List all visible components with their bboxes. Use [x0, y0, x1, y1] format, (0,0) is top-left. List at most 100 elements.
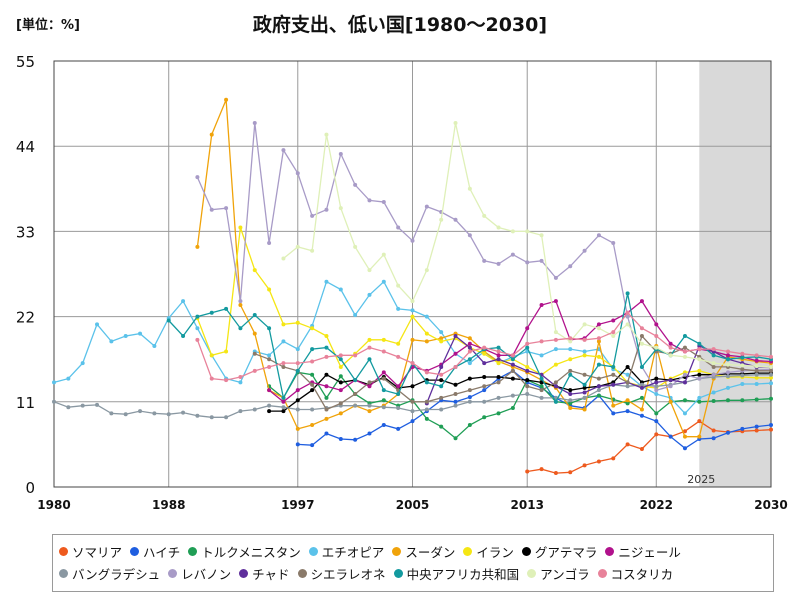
data-point	[396, 384, 401, 389]
data-point	[582, 337, 587, 342]
y-tick-label: 0	[25, 479, 35, 497]
data-point	[195, 244, 200, 249]
data-point	[439, 378, 444, 383]
data-point	[295, 388, 300, 393]
series-10	[424, 333, 773, 406]
data-point	[482, 375, 487, 380]
legend-item: レバノン	[168, 562, 231, 584]
data-point	[324, 279, 329, 284]
data-point	[754, 353, 759, 358]
legend-item: イラン	[463, 540, 514, 562]
data-point	[625, 372, 630, 377]
y-axis-ticks: 0 11 22 33 44 55	[16, 53, 35, 497]
plot-frame	[53, 60, 772, 488]
data-point	[510, 405, 515, 410]
legend-marker	[59, 546, 68, 556]
data-point	[209, 310, 214, 315]
data-point	[769, 368, 773, 373]
data-point	[467, 336, 472, 341]
data-point	[467, 341, 472, 346]
data-point	[682, 446, 687, 451]
data-point	[209, 207, 214, 212]
data-point	[553, 362, 558, 367]
data-point	[725, 357, 730, 362]
data-point	[539, 388, 544, 393]
data-point	[439, 217, 444, 222]
series-0	[525, 419, 773, 476]
data-point	[410, 399, 415, 404]
data-point	[697, 434, 702, 439]
data-point	[439, 372, 444, 377]
data-point	[754, 364, 759, 369]
data-point	[295, 361, 300, 366]
forecast-label: 2025	[687, 473, 715, 486]
data-point	[596, 384, 601, 389]
data-point	[740, 381, 745, 386]
series-9	[195, 120, 773, 393]
unit-label: [単位：%]	[16, 18, 80, 33]
data-point	[152, 411, 157, 416]
data-point	[682, 411, 687, 416]
data-point	[769, 364, 773, 369]
data-point	[711, 347, 716, 352]
data-point	[510, 353, 515, 358]
data-point	[410, 419, 415, 424]
legend-marker	[168, 568, 178, 578]
data-point	[439, 336, 444, 341]
data-point	[611, 241, 616, 246]
data-point	[281, 395, 286, 400]
data-point	[367, 337, 372, 342]
data-point	[654, 388, 659, 393]
y-tick-label: 55	[16, 53, 35, 71]
data-point	[668, 341, 673, 346]
legend-label: スーダン	[405, 544, 456, 560]
data-point	[611, 318, 616, 323]
data-point	[754, 375, 759, 380]
data-point	[611, 364, 616, 369]
series-14	[195, 310, 773, 383]
data-point	[467, 361, 472, 366]
data-point	[568, 264, 573, 269]
data-point	[310, 423, 315, 428]
data-point	[654, 432, 659, 437]
data-point	[625, 380, 630, 385]
data-point	[453, 392, 458, 397]
x-tick-label: 1980	[37, 498, 70, 512]
data-point	[338, 364, 343, 369]
data-point	[510, 252, 515, 257]
data-point	[396, 283, 401, 288]
data-point	[324, 207, 329, 212]
data-point	[109, 339, 114, 344]
data-point	[582, 385, 587, 390]
data-point	[754, 368, 759, 373]
data-point	[654, 376, 659, 381]
data-point	[338, 357, 343, 362]
legend-item: ソマリア	[59, 540, 122, 562]
data-point	[166, 412, 171, 417]
data-point	[338, 436, 343, 441]
data-point	[310, 372, 315, 377]
x-axis-ticks: 1980 1988 1997 2005 2013 2022 2030	[37, 498, 787, 512]
data-point	[295, 426, 300, 431]
legend-label: バングラデシュ	[72, 566, 161, 582]
data-point	[238, 302, 243, 307]
series-line	[268, 371, 772, 440]
data-point	[324, 416, 329, 421]
data-point	[611, 403, 616, 408]
data-point	[553, 384, 558, 389]
data-point	[367, 357, 372, 362]
data-point	[625, 310, 630, 315]
legend-item: エチオピア	[308, 540, 384, 562]
data-point	[138, 409, 143, 414]
data-point	[639, 333, 644, 338]
data-point	[324, 333, 329, 338]
data-point	[295, 244, 300, 249]
data-point	[453, 120, 458, 125]
data-point	[467, 423, 472, 428]
data-point	[668, 378, 673, 383]
data-point	[711, 353, 716, 358]
data-point	[324, 395, 329, 400]
data-point	[396, 392, 401, 397]
data-point	[668, 399, 673, 404]
data-point	[439, 364, 444, 369]
